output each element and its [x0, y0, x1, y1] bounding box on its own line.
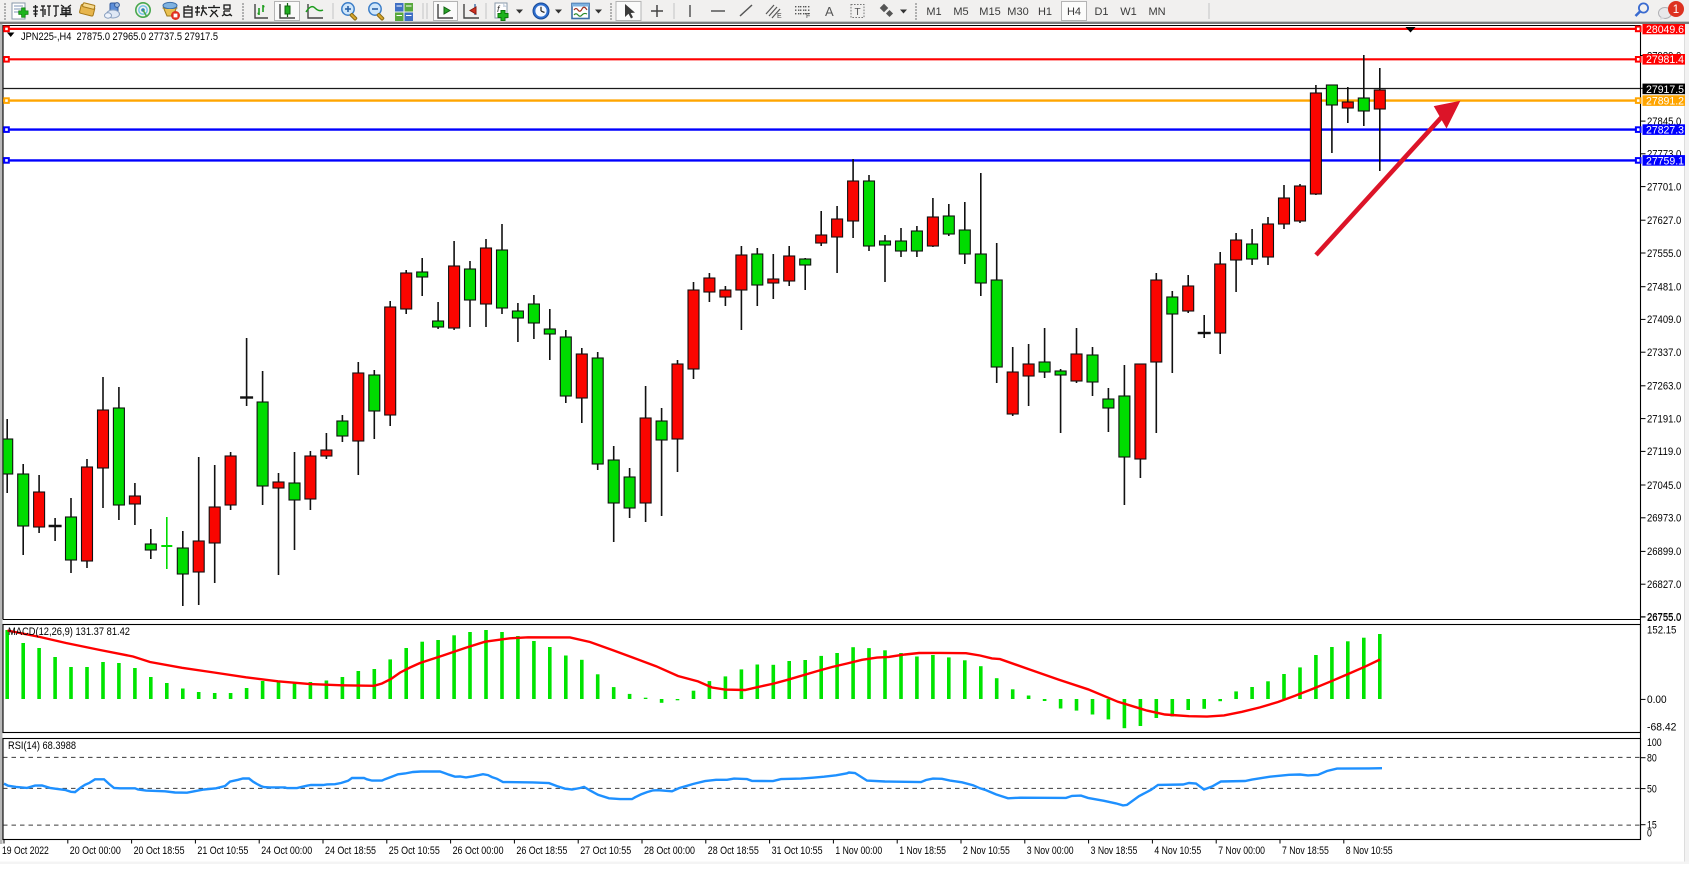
svg-text:19 Oct 2022: 19 Oct 2022 [2, 845, 49, 857]
svg-text:RSI(14) 68.3988: RSI(14) 68.3988 [8, 740, 76, 752]
svg-text:27555.0: 27555.0 [1647, 248, 1681, 260]
svg-text:27627.0: 27627.0 [1647, 215, 1681, 227]
svg-text:0.00: 0.00 [1647, 694, 1667, 706]
svg-text:M1: M1 [926, 6, 941, 18]
svg-text:27701.0: 27701.0 [1647, 181, 1681, 193]
svg-text:20 Oct 18:55: 20 Oct 18:55 [134, 845, 185, 857]
svg-text:27981.4: 27981.4 [1646, 54, 1684, 66]
svg-text:100: 100 [1647, 737, 1662, 749]
svg-text:50: 50 [1647, 783, 1657, 795]
svg-text:3 Nov 00:00: 3 Nov 00:00 [1027, 845, 1074, 857]
svg-text:28 Oct 00:00: 28 Oct 00:00 [644, 845, 695, 857]
svg-text:A: A [825, 4, 834, 19]
svg-text:26 Oct 18:55: 26 Oct 18:55 [516, 845, 567, 857]
svg-text:H4: H4 [1067, 6, 1081, 18]
svg-text:27263.0: 27263.0 [1647, 381, 1681, 393]
svg-text:27119.0: 27119.0 [1647, 446, 1681, 458]
svg-text:F: F [806, 13, 810, 20]
svg-text:27891.2: 27891.2 [1646, 96, 1684, 108]
svg-text:80: 80 [1647, 753, 1657, 765]
svg-text:MACD(12,26,9) 131.37 81.42: MACD(12,26,9) 131.37 81.42 [8, 626, 130, 638]
svg-text:27827.3: 27827.3 [1646, 125, 1684, 137]
svg-text:26 Oct 00:00: 26 Oct 00:00 [453, 845, 504, 857]
svg-text:27481.0: 27481.0 [1647, 282, 1681, 294]
svg-text:27045.0: 27045.0 [1647, 480, 1681, 492]
svg-text:20 Oct 00:00: 20 Oct 00:00 [70, 845, 121, 857]
svg-text:24 Oct 00:00: 24 Oct 00:00 [261, 845, 312, 857]
svg-text:24 Oct 18:55: 24 Oct 18:55 [325, 845, 376, 857]
svg-text:26827.0: 26827.0 [1647, 579, 1681, 591]
svg-text:M5: M5 [953, 6, 968, 18]
svg-text:JPN225-,H4 27875.0 27965.0 27: JPN225-,H4 27875.0 27965.0 27737.5 27917… [21, 31, 218, 43]
svg-text:25 Oct 10:55: 25 Oct 10:55 [389, 845, 440, 857]
svg-text:4 Nov 10:55: 4 Nov 10:55 [1154, 845, 1201, 857]
svg-text:M15: M15 [979, 6, 1000, 18]
svg-text:31 Oct 10:55: 31 Oct 10:55 [772, 845, 823, 857]
svg-text:M30: M30 [1007, 6, 1028, 18]
svg-text:3 Nov 18:55: 3 Nov 18:55 [1091, 845, 1138, 857]
svg-text:152.15: 152.15 [1647, 625, 1676, 637]
svg-text:28 Oct 18:55: 28 Oct 18:55 [708, 845, 759, 857]
svg-text:8 Nov 10:55: 8 Nov 10:55 [1346, 845, 1393, 857]
svg-text:MN: MN [1148, 6, 1165, 18]
svg-text:0: 0 [1647, 828, 1652, 840]
svg-text:27191.0: 27191.0 [1647, 413, 1681, 425]
svg-text:1: 1 [1673, 4, 1679, 16]
svg-text:27337.0: 27337.0 [1647, 347, 1681, 359]
svg-text:W1: W1 [1120, 6, 1137, 18]
svg-text:27409.0: 27409.0 [1647, 314, 1681, 326]
svg-text:26899.0: 26899.0 [1647, 546, 1681, 558]
svg-text:27759.1: 27759.1 [1646, 155, 1684, 167]
svg-text:T: T [855, 7, 861, 18]
svg-text:H1: H1 [1038, 6, 1052, 18]
svg-text:E: E [777, 13, 782, 20]
svg-text:-68.42: -68.42 [1647, 721, 1676, 733]
svg-text:D1: D1 [1094, 6, 1108, 18]
svg-text:21 Oct 10:55: 21 Oct 10:55 [197, 845, 248, 857]
svg-text:27 Oct 10:55: 27 Oct 10:55 [580, 845, 631, 857]
svg-text:7 Nov 18:55: 7 Nov 18:55 [1282, 845, 1329, 857]
svg-text:26973.0: 26973.0 [1647, 513, 1681, 525]
svg-text:7 Nov 00:00: 7 Nov 00:00 [1218, 845, 1265, 857]
svg-text:1 Nov 00:00: 1 Nov 00:00 [835, 845, 882, 857]
svg-text:2 Nov 10:55: 2 Nov 10:55 [963, 845, 1010, 857]
svg-text:1 Nov 18:55: 1 Nov 18:55 [899, 845, 946, 857]
svg-text:26755.0: 26755.0 [1647, 612, 1681, 624]
svg-text:27917.5: 27917.5 [1646, 84, 1684, 96]
